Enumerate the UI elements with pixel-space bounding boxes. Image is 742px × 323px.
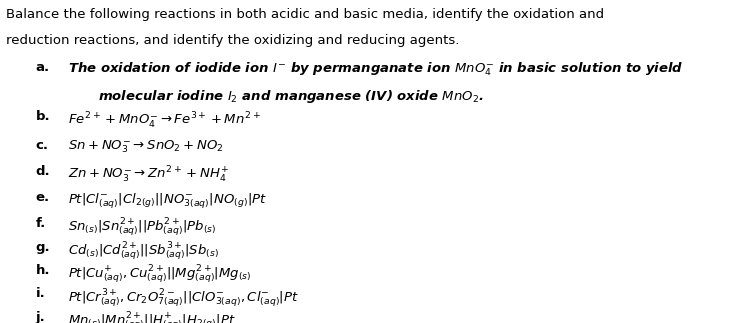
Text: $\mathit{Pt}|\mathit{Cl}^{-}_{(aq)}|\mathit{Cl}_{2(g)}||\mathit{NO}^{-}_{3(aq)}|: $\mathit{Pt}|\mathit{Cl}^{-}_{(aq)}|\mat…: [68, 191, 267, 211]
Text: i.: i.: [36, 287, 45, 300]
Text: $\mathit{Pt}|\mathit{Cr}^{3+}_{(aq)},\mathit{Cr}_{2}\mathit{O}^{2-}_{7(aq)}||\ma: $\mathit{Pt}|\mathit{Cr}^{3+}_{(aq)},\ma…: [68, 287, 299, 310]
Text: $\mathit{Sn} + \mathit{NO}_{3}^{-} \rightarrow \mathit{SnO}_{2} + \mathit{NO}_{2: $\mathit{Sn} + \mathit{NO}_{3}^{-} \righ…: [68, 139, 224, 155]
Text: reduction reactions, and identify the oxidizing and reducing agents.: reduction reactions, and identify the ox…: [6, 34, 459, 47]
Text: d.: d.: [36, 165, 50, 178]
Text: h.: h.: [36, 264, 50, 277]
Text: Balance the following reactions in both acidic and basic media, identify the oxi: Balance the following reactions in both …: [6, 8, 604, 21]
Text: $\mathit{Fe}^{2+} + \mathit{MnO}_{4}^{-} \rightarrow \mathit{Fe}^{3+} + \mathit{: $\mathit{Fe}^{2+} + \mathit{MnO}_{4}^{-}…: [68, 110, 261, 130]
Text: $\mathit{Cd}_{(s)}|\mathit{Cd}^{2+}_{(aq)}||\mathit{Sb}^{3+}_{(aq)}|\mathit{Sb}_: $\mathit{Cd}_{(s)}|\mathit{Cd}^{2+}_{(aq…: [68, 241, 219, 263]
Text: $\mathit{Mn}_{(s)}|\mathit{Mn}^{2+}_{(aq)}||\mathit{H}^{+}_{(aq)}|\mathit{H}_{2(: $\mathit{Mn}_{(s)}|\mathit{Mn}^{2+}_{(aq…: [68, 311, 236, 323]
Text: f.: f.: [36, 217, 46, 230]
Text: g.: g.: [36, 241, 50, 254]
Text: c.: c.: [36, 139, 49, 152]
Text: molecular iodine $\mathit{I}_{2}$ and manganese (IV) oxide $\mathit{MnO}_{2}$.: molecular iodine $\mathit{I}_{2}$ and ma…: [98, 88, 484, 105]
Text: $\mathit{Sn}_{(s)}|\mathit{Sn}^{2+}_{(aq)}||\mathit{Pb}^{2+}_{(aq)}|\mathit{Pb}_: $\mathit{Sn}_{(s)}|\mathit{Sn}^{2+}_{(aq…: [68, 217, 217, 239]
Text: $\mathit{Pt}|\mathit{Cu}^{+}_{(aq)},\mathit{Cu}^{2+}_{(aq)}||\mathit{Mg}^{2+}_{(: $\mathit{Pt}|\mathit{Cu}^{+}_{(aq)},\mat…: [68, 264, 252, 286]
Text: b.: b.: [36, 110, 50, 123]
Text: $\mathit{Zn} + \mathit{NO}_{3}^{-} \rightarrow \mathit{Zn}^{2+} + \mathit{NH}_{4: $\mathit{Zn} + \mathit{NO}_{3}^{-} \righ…: [68, 165, 229, 185]
Text: j.: j.: [36, 311, 45, 323]
Text: a.: a.: [36, 61, 50, 74]
Text: The oxidation of iodide ion $\mathit{I}^{-}$ by permanganate ion $\mathit{MnO}_{: The oxidation of iodide ion $\mathit{I}^…: [68, 61, 684, 78]
Text: e.: e.: [36, 191, 50, 204]
